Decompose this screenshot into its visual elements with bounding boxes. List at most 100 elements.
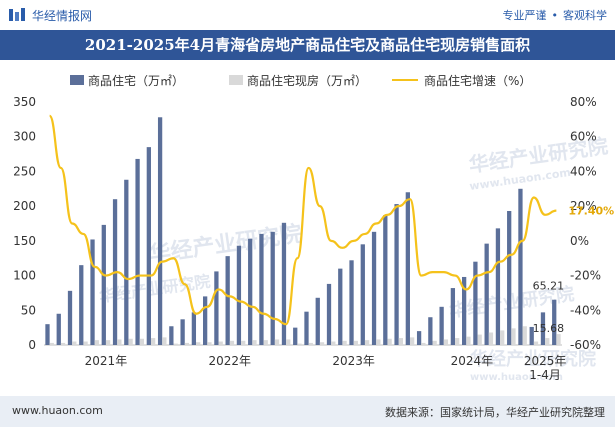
legend-swatch-1: [229, 75, 243, 85]
line-growth-rate: [48, 114, 557, 326]
y-left-tick: 100: [13, 269, 36, 283]
bar-commercial-housing: [270, 231, 275, 345]
watermark-bottom-url: www.huaon.com: [470, 372, 563, 383]
bar-commercial-housing: [349, 260, 354, 345]
bar-existing-housing: [162, 337, 167, 345]
bar-commercial-housing: [371, 231, 377, 345]
legend-label-1: 商品住宅现房（万㎡）: [247, 73, 367, 88]
bar-existing-housing: [545, 338, 550, 345]
bar-commercial-housing: [304, 311, 309, 345]
bar-commercial-housing: [146, 147, 151, 345]
x-label: 2022年: [209, 354, 252, 368]
label-bar-last: 65.21: [533, 280, 565, 293]
bar-commercial-housing: [439, 306, 444, 345]
bar-existing-housing: [229, 340, 235, 345]
bar-existing-housing: [376, 339, 381, 345]
bar-existing-housing: [511, 328, 516, 345]
bar-commercial-housing: [236, 245, 242, 345]
brand-logo-icon: [9, 8, 25, 21]
bar-commercial-housing: [56, 313, 61, 345]
bar-existing-housing: [218, 341, 223, 345]
bar-commercial-housing: [90, 239, 95, 345]
x-label: 2025年: [524, 354, 567, 368]
x-label: 2023年: [332, 354, 375, 368]
bar-existing-housing: [72, 341, 77, 345]
bar-commercial-housing: [462, 276, 467, 345]
bar-commercial-housing: [484, 243, 489, 345]
bar-commercial-housing: [416, 331, 422, 345]
y-left-tick: 200: [13, 199, 36, 213]
bar-existing-housing: [432, 340, 437, 345]
bar-commercial-housing: [203, 296, 208, 345]
y-right-tick: 60%: [570, 130, 597, 144]
bar-existing-housing: [466, 336, 471, 345]
bar-commercial-housing: [135, 158, 140, 345]
bar-existing-housing: [500, 330, 505, 345]
bar-existing-housing: [488, 332, 494, 345]
bar-existing-housing: [331, 341, 336, 345]
y-right-tick: -20%: [570, 269, 601, 283]
bar-commercial-housing: [169, 326, 174, 345]
slogan: 专业严谨 • 客观科学: [503, 7, 608, 23]
label-existing-last: 15.68: [533, 322, 565, 335]
bar-commercial-housing: [101, 224, 106, 345]
bar-existing-housing: [150, 338, 156, 345]
bar-commercial-housing: [45, 324, 50, 345]
watermark: 华经产业研究院: [147, 221, 303, 268]
y-right-tick: -60%: [570, 338, 601, 352]
bar-commercial-housing: [394, 204, 399, 345]
bar-commercial-housing: [67, 290, 73, 345]
bar-commercial-housing: [518, 188, 523, 345]
bar-existing-housing: [477, 334, 482, 345]
bar-existing-housing: [353, 340, 358, 345]
bar-existing-housing: [173, 343, 178, 345]
bar-existing-housing: [387, 338, 392, 345]
footer: www.huaon.com 数据来源：国家统计局，华经产业研究院整理: [0, 396, 615, 427]
y-right-tick: 80%: [570, 95, 597, 109]
bar-existing-housing: [128, 338, 133, 345]
bar-commercial-housing: [428, 317, 433, 345]
bar-commercial-housing: [191, 312, 197, 345]
bar-commercial-housing: [552, 299, 557, 345]
bar-commercial-housing: [495, 228, 501, 345]
bar-existing-housing: [184, 342, 190, 345]
legend-label-2: 商品住宅增速（%）: [424, 73, 531, 88]
bar-commercial-housing: [225, 256, 230, 345]
bar-existing-housing: [319, 342, 325, 345]
bar-commercial-housing: [529, 326, 534, 345]
bar-existing-housing: [117, 339, 122, 345]
y-right-tick: 0%: [570, 234, 589, 248]
bar-commercial-housing: [338, 268, 343, 345]
bar-existing-housing: [421, 342, 426, 345]
y-right-tick: 20%: [570, 199, 597, 213]
bar-existing-housing: [105, 340, 111, 345]
x-label: 1-4月: [529, 368, 561, 382]
bar-existing-housing: [263, 340, 268, 345]
legend-swatch-0: [70, 75, 84, 85]
bar-commercial-housing: [326, 283, 332, 345]
bar-existing-housing: [455, 338, 460, 345]
y-right-tick: -40%: [570, 303, 601, 317]
bar-commercial-housing: [405, 192, 410, 345]
bar-existing-housing: [241, 340, 246, 345]
chart-title: 2021-2025年4月青海省房地产商品住宅及商品住宅现房销售面积: [84, 36, 531, 54]
bar-existing-housing: [398, 338, 403, 345]
website-link[interactable]: www.huaon.com: [12, 404, 103, 417]
bar-commercial-housing: [157, 117, 163, 345]
bar-existing-housing: [139, 338, 144, 345]
bar-commercial-housing: [259, 233, 264, 345]
bar-existing-housing: [364, 340, 370, 345]
bar-existing-housing: [274, 339, 280, 345]
y-left-tick: 300: [13, 130, 36, 144]
bar-commercial-housing: [180, 319, 185, 345]
bar-existing-housing: [252, 340, 257, 345]
bar-commercial-housing: [507, 211, 512, 345]
y-left-tick: 0: [28, 338, 36, 352]
bar-existing-housing: [522, 326, 527, 345]
bar-commercial-housing: [293, 327, 298, 345]
bar-existing-housing: [196, 342, 201, 345]
bar-existing-housing: [556, 334, 561, 345]
y-left-tick: 50: [21, 303, 36, 317]
bar-existing-housing: [83, 341, 88, 345]
y-right-tick: 40%: [570, 164, 597, 178]
